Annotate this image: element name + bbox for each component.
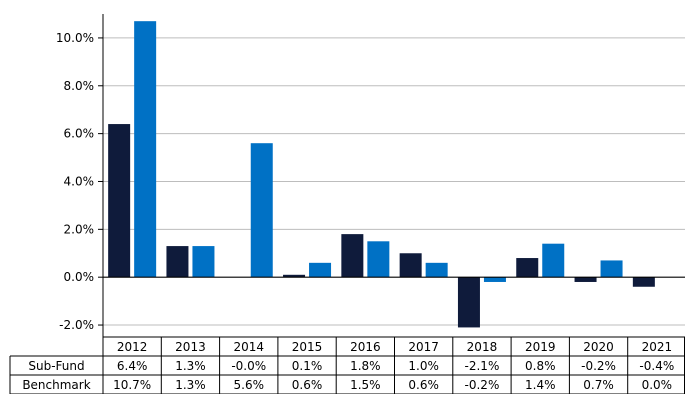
bar-sub-fund: [341, 234, 364, 278]
table-cell: 1.3%: [175, 378, 206, 392]
data-table: 2012 2013 2014 2015 2016 2017 2018 2019 2020 2021…: [9, 336, 685, 394]
bar-benchmark: [192, 246, 215, 278]
y-tick-labels: -2.0% 0.0% 2.0% 4.0% 6.0% 8.0% 10.0%: [56, 31, 94, 332]
bar-sub-fund: [574, 277, 597, 282]
y-tick-label: 6.0%: [64, 127, 95, 141]
bar-benchmark: [542, 243, 565, 278]
table-cell: 0.8%: [525, 359, 556, 373]
bar-benchmark: [425, 262, 448, 278]
table-cell: -2.1%: [465, 359, 500, 373]
x-category-label: 2020: [583, 340, 614, 354]
table-cell: 1.0%: [408, 359, 439, 373]
bar-sub-fund: [166, 246, 189, 278]
y-tick-label: 4.0%: [64, 174, 95, 188]
bar-sub-fund: [108, 124, 131, 278]
x-category-label: 2018: [467, 340, 498, 354]
y-tick-label: 0.0%: [64, 270, 95, 284]
bar-sub-fund: [283, 274, 306, 278]
bar-benchmark: [134, 21, 157, 278]
table-cell: 6.4%: [117, 359, 148, 373]
bar-sub-fund: [516, 258, 539, 278]
x-category-label: 2013: [175, 340, 206, 354]
table-cell: 0.7%: [583, 378, 614, 392]
grid-lines: [103, 37, 685, 326]
x-category-label: 2014: [233, 340, 264, 354]
bar-benchmark: [250, 143, 273, 278]
y-tick-label: 10.0%: [56, 31, 94, 45]
table-cell: -0.4%: [639, 359, 674, 373]
table-cell: 1.4%: [525, 378, 556, 392]
bars: [108, 21, 655, 328]
table-cell: 0.6%: [292, 378, 323, 392]
x-category-label: 2021: [642, 340, 673, 354]
table-cell: 0.0%: [642, 378, 673, 392]
table-cell: 0.6%: [408, 378, 439, 392]
table-cell: 1.3%: [175, 359, 206, 373]
table-cell: 10.7%: [113, 378, 151, 392]
table-cell: -0.0%: [231, 359, 266, 373]
bar-sub-fund: [632, 277, 655, 287]
x-category-label: 2012: [117, 340, 148, 354]
table-cell: 0.1%: [292, 359, 323, 373]
bar-sub-fund: [457, 277, 480, 328]
bar-sub-fund: [399, 253, 422, 278]
x-category-label: 2019: [525, 340, 556, 354]
y-tick-label: -2.0%: [59, 318, 94, 332]
table-row-label: Sub-Fund: [28, 359, 84, 373]
y-tick-label: 2.0%: [64, 222, 95, 236]
table-cell: 1.5%: [350, 378, 381, 392]
x-category-label: 2015: [292, 340, 323, 354]
x-category-label: 2016: [350, 340, 381, 354]
table-cell: 5.6%: [234, 378, 265, 392]
table-row-label: Benchmark: [22, 378, 90, 392]
table-cell: -0.2%: [581, 359, 616, 373]
axes: [98, 14, 685, 337]
table-cell: 1.8%: [350, 359, 381, 373]
y-tick-label: 8.0%: [64, 79, 95, 93]
bar-benchmark: [600, 260, 623, 278]
bar-benchmark: [309, 262, 332, 278]
bar-benchmark: [483, 277, 506, 282]
table-cell: -0.2%: [465, 378, 500, 392]
bar-benchmark: [367, 241, 390, 278]
x-category-label: 2017: [408, 340, 439, 354]
